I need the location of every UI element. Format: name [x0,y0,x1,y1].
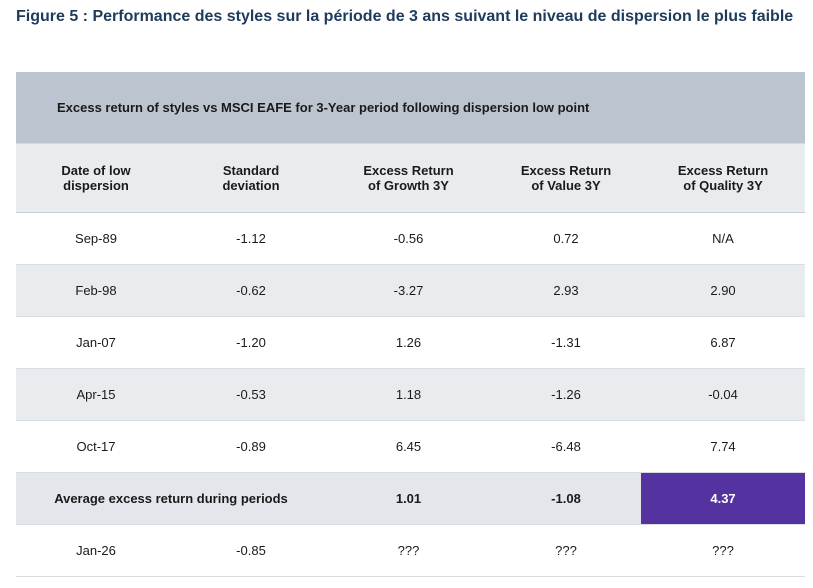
cell-date: Sep-89 [16,212,176,265]
cell-growth: ??? [326,524,491,577]
table-row: Apr-15 -0.53 1.18 -1.26 -0.04 [16,368,806,421]
cell-std: -0.85 [176,524,326,577]
average-row: Average excess return during periods 1.0… [16,472,806,525]
cell-std: -1.12 [176,212,326,265]
cell-date: Apr-15 [16,368,176,421]
cell-date: Jan-07 [16,316,176,369]
table-row: Feb-98 -0.62 -3.27 2.93 2.90 [16,264,806,317]
cell-quality: N/A [641,212,806,265]
table-row: Sep-89 -1.12 -0.56 0.72 N/A [16,212,806,265]
header-growth: Excess Return of Growth 3Y [326,143,491,213]
cell-quality: 6.87 [641,316,806,369]
cell-growth: 1.18 [326,368,491,421]
cell-quality: 2.90 [641,264,806,317]
cell-value: 2.93 [491,264,641,317]
cell-quality: 7.74 [641,420,806,473]
average-label: Average excess return during periods [16,472,326,525]
cell-growth: -3.27 [326,264,491,317]
excess-return-table: Excess return of styles vs MSCI EAFE for… [16,72,806,577]
average-value: -1.08 [491,472,641,525]
average-quality-highlight: 4.37 [641,472,806,525]
table-row: Oct-17 -0.89 6.45 -6.48 7.74 [16,420,806,473]
cell-value: 0.72 [491,212,641,265]
cell-date: Oct-17 [16,420,176,473]
cell-std: -1.20 [176,316,326,369]
header-row: Date of low dispersion Standard deviation … [16,143,806,213]
cell-value: -1.26 [491,368,641,421]
cell-value: -6.48 [491,420,641,473]
cell-std: -0.89 [176,420,326,473]
header-quality: Excess Return of Quality 3Y [641,143,806,213]
figure-title: Figure 5 : Performance des styles sur la… [16,8,794,25]
table-row: Jan-26 -0.85 ??? ??? ??? [16,524,806,577]
cell-quality: -0.04 [641,368,806,421]
cell-date: Jan-26 [16,524,176,577]
cell-std: -0.53 [176,368,326,421]
header-value: Excess Return of Value 3Y [491,143,641,213]
table-caption: Excess return of styles vs MSCI EAFE for… [16,72,806,144]
cell-growth: 6.45 [326,420,491,473]
cell-growth: 1.26 [326,316,491,369]
cell-value: -1.31 [491,316,641,369]
cell-quality: ??? [641,524,806,577]
header-std: Standard deviation [176,143,326,213]
cell-growth: -0.56 [326,212,491,265]
cell-value: ??? [491,524,641,577]
header-date: Date of low dispersion [16,143,176,213]
cell-std: -0.62 [176,264,326,317]
cell-date: Feb-98 [16,264,176,317]
average-growth: 1.01 [326,472,491,525]
table-row: Jan-07 -1.20 1.26 -1.31 6.87 [16,316,806,369]
